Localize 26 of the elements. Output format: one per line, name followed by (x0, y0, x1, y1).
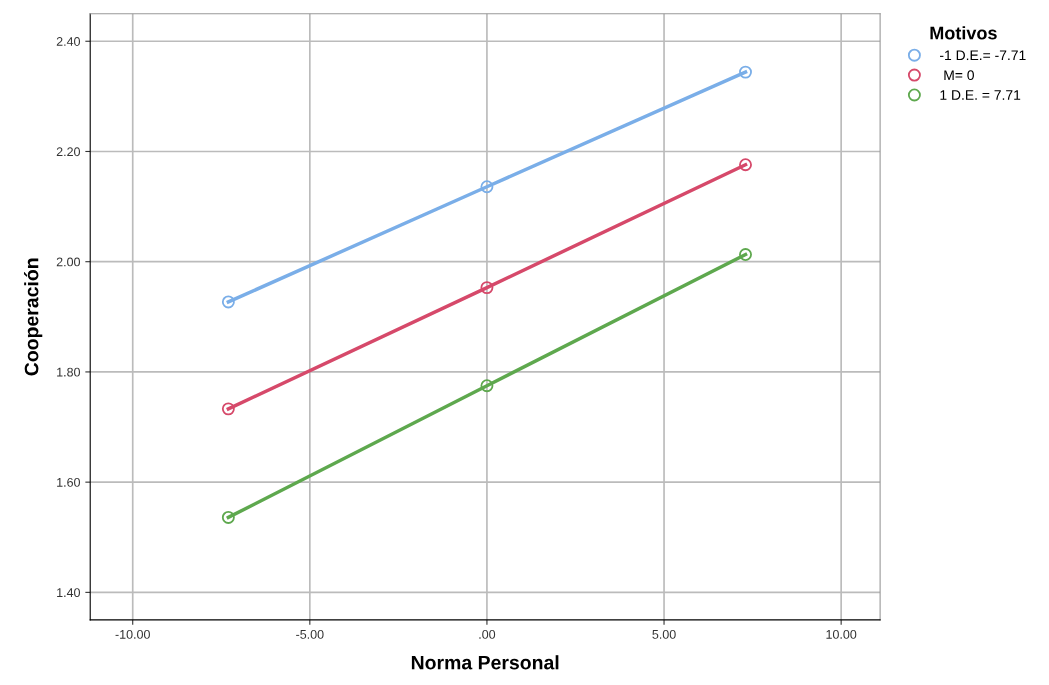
x-tick-label: 10.00 (826, 629, 857, 639)
point (739, 248, 752, 261)
legend-label: 1 D.E. = 7.71 (940, 90, 1021, 100)
x-tick-label: -5.00 (296, 629, 324, 639)
x-axis-title: Norma Personal (411, 655, 559, 670)
y-tick-label: 1.80 (57, 367, 81, 377)
point (221, 295, 235, 309)
x-tick-label: 5.00 (652, 629, 676, 639)
y-tick-label: 1.60 (57, 477, 81, 487)
y-axis-title: Cooperación (23, 258, 43, 376)
y-tick-label: 2.40 (56, 37, 81, 46)
legend-title: Motivos (930, 26, 997, 40)
point (221, 510, 235, 524)
y-tick-label: 2.20 (56, 147, 81, 157)
point (480, 281, 494, 295)
y-tick-label: 1.40 (57, 588, 81, 598)
point (221, 402, 235, 416)
y-tick-label: 2.00 (56, 257, 81, 267)
x-tick-label: -10.00 (115, 629, 150, 639)
legend-label: -1 D.E.= -7.71 (940, 50, 1026, 61)
legend-label: M= 0 (944, 70, 974, 81)
x-tick-label: .00 (479, 629, 496, 639)
point (480, 180, 494, 194)
point (739, 158, 752, 172)
point (480, 379, 494, 393)
point (739, 65, 752, 79)
